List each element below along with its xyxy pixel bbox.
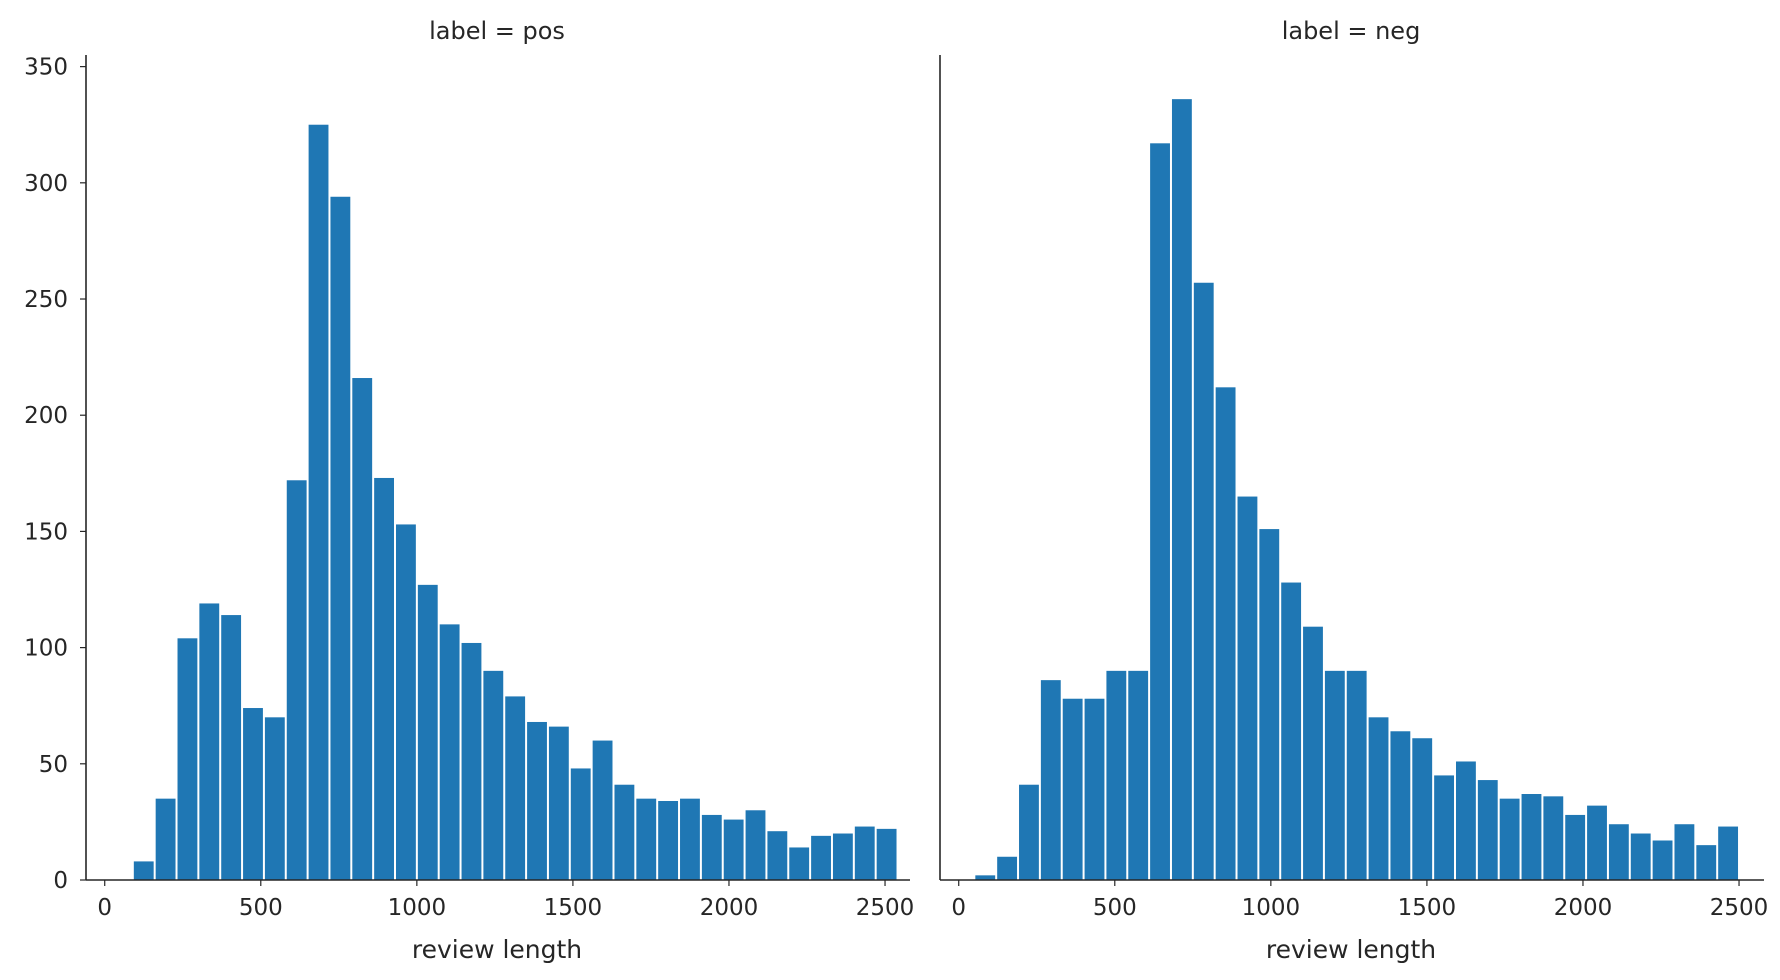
bar-neg-5 — [1084, 698, 1105, 880]
bar-pos-23 — [636, 798, 657, 880]
bar-neg-34 — [1718, 826, 1739, 880]
bar-neg-4 — [1062, 698, 1083, 880]
x-tick-label-neg-2000: 2000 — [1554, 895, 1613, 921]
bar-neg-18 — [1368, 717, 1389, 880]
bar-neg-1 — [997, 856, 1018, 880]
bar-neg-2 — [1019, 784, 1039, 880]
histogram-panel-pos: label = pos review length 0 500 1000 1500 20… — [24, 17, 914, 964]
bar-pos-3 — [199, 603, 220, 880]
x-tick-label-neg-500: 500 — [1093, 895, 1137, 921]
bar-pos-21 — [592, 740, 613, 880]
x-tick-label-neg-1500: 1500 — [1398, 895, 1457, 921]
panel-title-pos: label = pos — [429, 17, 565, 45]
bar-pos-24 — [658, 800, 679, 880]
bar-pos-30 — [789, 847, 810, 880]
bar-neg-30 — [1630, 833, 1651, 880]
x-tick-label-pos-1500: 1500 — [544, 895, 603, 921]
bar-neg-12 — [1237, 496, 1258, 880]
bar-neg-25 — [1521, 794, 1542, 880]
panel-title-neg: label = neg — [1282, 17, 1421, 45]
y-tick-label-250: 250 — [24, 287, 68, 313]
x-tick-label-pos-0: 0 — [97, 895, 112, 921]
histogram-panel-neg: label = neg review length 0 500 1000 1500 20… — [939, 17, 1769, 964]
bar-neg-31 — [1652, 840, 1673, 880]
y-tick-label-0: 0 — [53, 868, 68, 894]
bar-neg-33 — [1696, 845, 1717, 880]
bar-pos-28 — [745, 810, 766, 880]
bar-pos-18 — [527, 721, 547, 880]
bar-pos-20 — [570, 768, 591, 880]
bar-pos-12 — [396, 524, 416, 880]
bar-neg-32 — [1674, 824, 1695, 880]
x-tick-label-neg-2500: 2500 — [1710, 895, 1769, 921]
bar-neg-29 — [1608, 824, 1629, 880]
bar-neg-0 — [975, 875, 996, 880]
bar-pos-14 — [439, 624, 460, 880]
bar-neg-23 — [1477, 780, 1498, 880]
bar-neg-26 — [1543, 796, 1564, 880]
x-tick-label-pos-1000: 1000 — [388, 895, 447, 921]
bar-pos-4 — [221, 615, 242, 880]
bar-pos-15 — [461, 642, 482, 880]
bar-pos-7 — [286, 480, 307, 880]
bar-neg-7 — [1128, 670, 1149, 880]
y-tick-label-200: 200 — [24, 403, 68, 429]
bar-pos-1 — [155, 798, 176, 880]
y-tick-label-300: 300 — [24, 171, 68, 197]
bar-pos-13 — [417, 584, 438, 880]
bar-neg-19 — [1390, 731, 1411, 880]
bar-neg-13 — [1259, 529, 1280, 880]
y-tick-label-350: 350 — [24, 55, 68, 81]
bar-pos-29 — [767, 831, 788, 880]
x-tick-label-neg-0: 0 — [951, 895, 966, 921]
y-tick-label-50: 50 — [39, 752, 68, 778]
bar-pos-33 — [854, 826, 875, 880]
bar-pos-17 — [505, 696, 526, 880]
bar-pos-31 — [811, 835, 831, 880]
bar-neg-3 — [1040, 680, 1061, 880]
bar-neg-27 — [1565, 814, 1586, 880]
bar-pos-9 — [330, 196, 351, 880]
bar-pos-19 — [548, 726, 569, 880]
bar-neg-6 — [1106, 670, 1127, 880]
bar-pos-32 — [832, 833, 853, 880]
bar-neg-16 — [1324, 670, 1345, 880]
bar-neg-9 — [1171, 99, 1192, 880]
bar-neg-17 — [1346, 670, 1367, 880]
bar-pos-0 — [133, 861, 154, 880]
y-tick-label-150: 150 — [24, 519, 68, 545]
bar-neg-15 — [1303, 626, 1323, 880]
bar-pos-2 — [177, 638, 198, 880]
y-tick-label-100: 100 — [24, 636, 68, 662]
bar-neg-28 — [1587, 805, 1607, 880]
bar-pos-10 — [352, 378, 373, 880]
bar-pos-26 — [701, 814, 722, 880]
x-tick-label-pos-500: 500 — [239, 895, 283, 921]
bar-neg-24 — [1499, 798, 1520, 880]
bar-neg-14 — [1281, 582, 1302, 880]
bar-pos-11 — [374, 477, 394, 880]
x-tick-label-pos-2000: 2000 — [700, 895, 759, 921]
x-tick-label-neg-1000: 1000 — [1242, 895, 1301, 921]
bar-pos-22 — [614, 784, 635, 880]
bar-pos-6 — [264, 717, 285, 880]
bar-pos-25 — [680, 798, 700, 880]
bar-neg-10 — [1193, 282, 1214, 880]
x-axis-title-neg: review length — [1266, 935, 1436, 964]
bar-pos-34 — [876, 828, 897, 880]
bar-neg-11 — [1215, 387, 1236, 880]
bar-neg-20 — [1412, 738, 1433, 880]
bar-pos-8 — [308, 124, 329, 881]
bar-neg-21 — [1434, 775, 1454, 880]
bar-neg-22 — [1456, 761, 1476, 880]
bar-pos-27 — [723, 819, 744, 880]
bar-pos-16 — [483, 670, 504, 880]
x-axis-title-pos: review length — [412, 935, 582, 964]
bar-pos-5 — [243, 708, 263, 880]
x-tick-label-pos-2500: 2500 — [856, 895, 915, 921]
bar-neg-8 — [1150, 143, 1170, 880]
